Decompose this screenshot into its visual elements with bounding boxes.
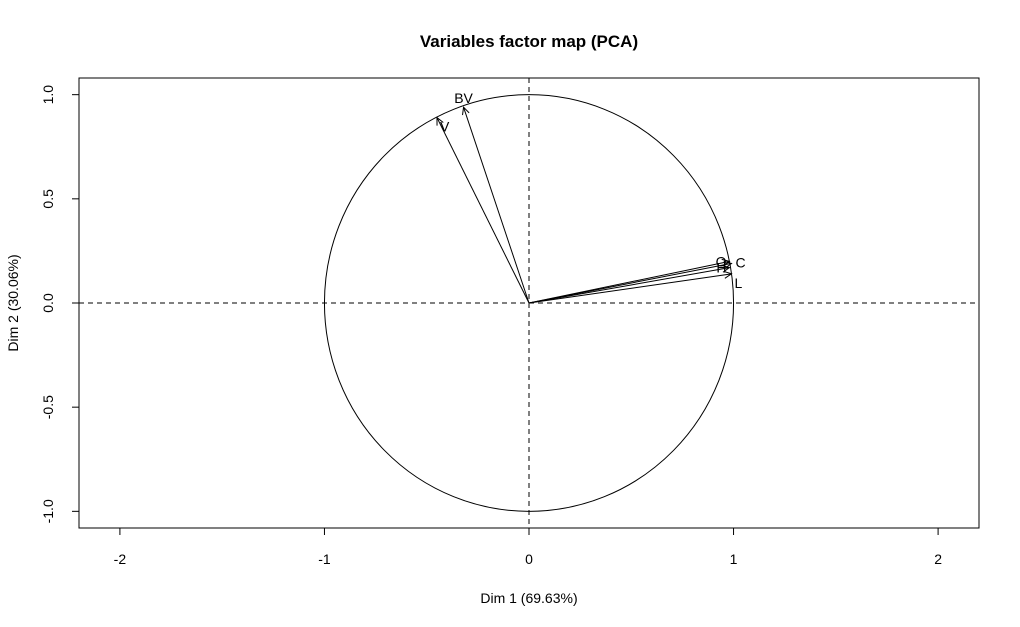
variable-arrowhead [723, 270, 733, 279]
correlation-circle [323, 94, 735, 512]
y-axis-label: Dim 2 (30.06%) [5, 254, 21, 351]
variable-label: V [440, 119, 450, 135]
chart-title: Variables factor map (PCA) [420, 32, 638, 51]
variable-arrow [528, 267, 730, 304]
variable-arrow [463, 107, 530, 304]
variable-label: L [735, 275, 743, 291]
variable-label: O [716, 253, 727, 269]
y-tick-label: 0.0 [40, 293, 56, 313]
axis-ticks: -2 -1 0 1 2 -1.0 -0.5 0.0 0.5 1.0 [40, 85, 942, 567]
x-tick-label: -1 [318, 551, 331, 567]
y-tick-label: 0.5 [40, 189, 56, 209]
variable-arrowhead [721, 264, 731, 273]
variable-arrow [528, 262, 732, 304]
x-tick-label: 2 [934, 551, 942, 567]
x-tick-label: -2 [114, 551, 127, 567]
y-tick-label: -1.0 [40, 499, 56, 523]
variable-vectors: BVV O CHL [436, 90, 746, 304]
y-tick-label: -0.5 [40, 395, 56, 419]
x-tick-label: 0 [525, 551, 533, 567]
variable-label: C [736, 254, 746, 270]
y-tick-label: 1.0 [40, 85, 56, 105]
variable-arrowhead [462, 106, 470, 116]
variable-arrow [436, 117, 530, 304]
variable-label: H [716, 260, 726, 276]
x-axis-label: Dim 1 (69.63%) [480, 590, 577, 606]
variable-label: BV [454, 90, 473, 106]
variable-arrow [528, 273, 732, 304]
variable-arrowhead [436, 116, 444, 126]
x-tick-label: 1 [730, 551, 738, 567]
